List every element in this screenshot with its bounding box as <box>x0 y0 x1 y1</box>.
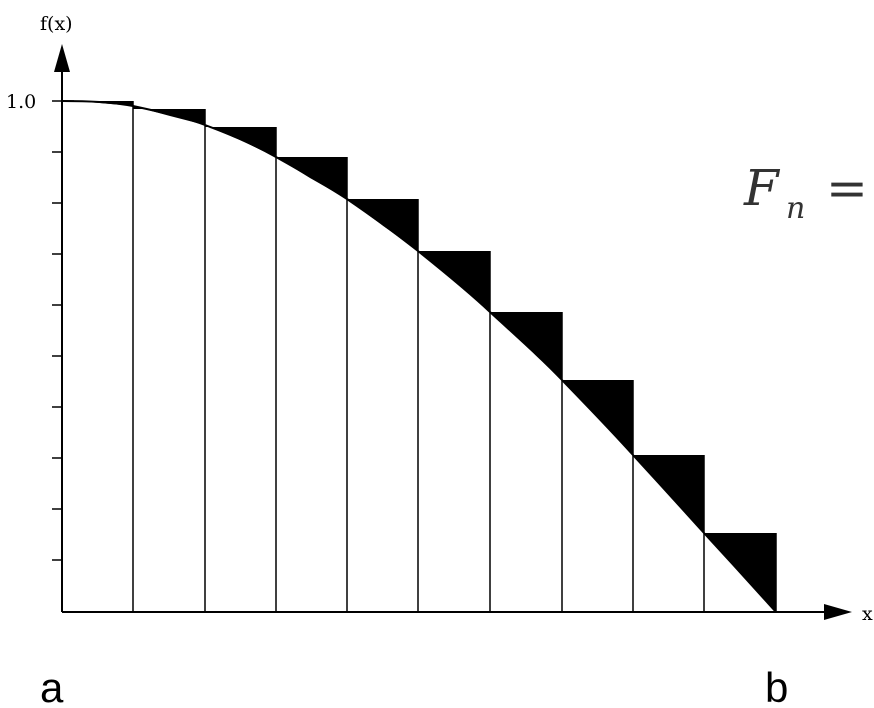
function-curve <box>61 100 777 613</box>
x-axis-label: x <box>862 603 873 625</box>
right-endpoint-label: b <box>765 664 788 708</box>
formula-symbol: F <box>743 159 781 217</box>
y-ticks <box>52 100 62 561</box>
y-axis-label: f(x) <box>40 13 73 35</box>
excess-regions <box>74 101 776 612</box>
excess-region <box>74 101 133 106</box>
subinterval-lines <box>132 101 777 612</box>
excess-region <box>490 312 562 380</box>
formula: F n = <box>743 159 868 226</box>
y-axis-arrow-icon <box>54 44 70 72</box>
excess-region <box>562 380 633 455</box>
formula-operator: = <box>826 159 868 217</box>
excess-region <box>704 533 776 612</box>
excess-region <box>418 251 490 312</box>
excess-region <box>205 125 276 157</box>
excess-region <box>633 455 704 533</box>
x-axis-arrow-icon <box>824 604 852 620</box>
left-endpoint-label: a <box>40 664 64 708</box>
formula-subscript: n <box>786 191 805 226</box>
y-tick-label: 1.0 <box>6 91 36 113</box>
